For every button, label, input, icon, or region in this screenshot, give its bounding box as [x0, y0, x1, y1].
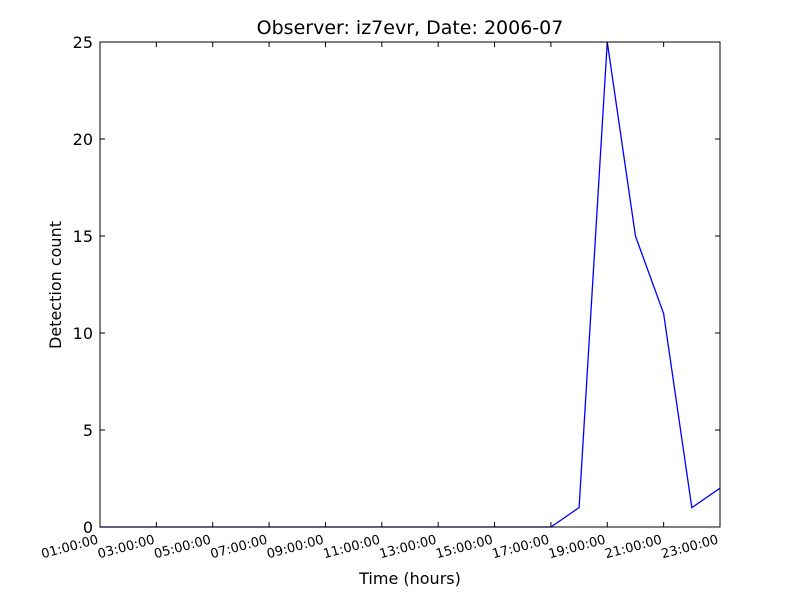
y-tick-label: 10	[73, 324, 93, 343]
x-axis-label: Time (hours)	[358, 569, 461, 588]
x-tick-label: 11:00:00	[322, 533, 382, 563]
y-tick-label: 0	[83, 518, 93, 537]
x-tick-label: 07:00:00	[209, 533, 269, 563]
x-tick-label: 19:00:00	[547, 533, 607, 563]
x-tick-label: 15:00:00	[434, 533, 494, 563]
x-tick-label: 01:00:00	[40, 533, 100, 563]
chart-title: Observer: iz7evr, Date: 2006-07	[257, 17, 564, 39]
y-tick-label: 20	[73, 130, 93, 149]
x-tick-label: 23:00:00	[660, 533, 720, 563]
x-tick-label: 03:00:00	[96, 533, 156, 563]
x-tick-label: 17:00:00	[491, 533, 551, 563]
x-tick-label: 05:00:00	[153, 533, 213, 563]
plot-frame	[99, 41, 721, 528]
x-tick-label: 09:00:00	[265, 533, 325, 563]
series-line-0	[100, 41, 721, 528]
y-tick-label: 5	[83, 421, 93, 440]
y-axis-ticks: 0 5 10 15 20 25	[73, 33, 720, 537]
x-tick-label: 21:00:00	[603, 533, 663, 563]
y-axis-label: Detection count	[46, 221, 65, 349]
y-tick-label: 25	[73, 33, 93, 52]
plot-area	[99, 41, 721, 528]
x-tick-label: 13:00:00	[378, 533, 438, 563]
y-tick-label: 15	[73, 227, 93, 246]
